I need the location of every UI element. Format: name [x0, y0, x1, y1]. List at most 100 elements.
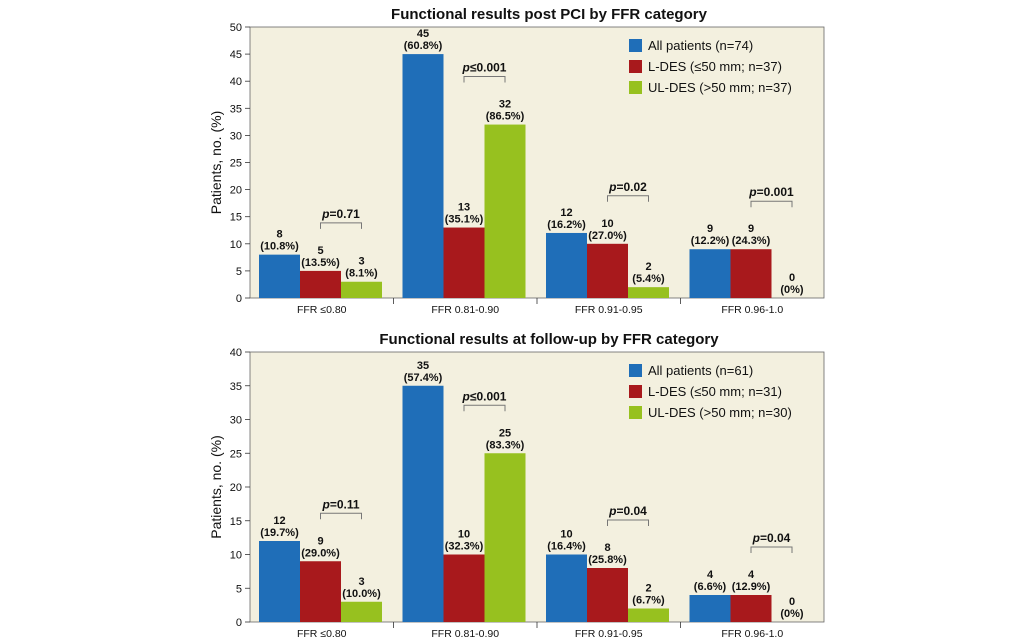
legend-swatch-2	[629, 385, 642, 398]
y-tick-label: 20	[230, 482, 242, 494]
legend-label-2: L-DES (≤50 mm; n=37)	[648, 59, 782, 74]
y-tick-label: 10	[230, 550, 242, 562]
bar-1-2	[402, 385, 444, 622]
data-label-line: (12.9%)	[732, 581, 771, 593]
data-label-line: 0	[789, 272, 795, 284]
chart-panel-1: Functional results post PCI by FFR categ…	[208, 6, 825, 316]
x-category-label: FFR 0.91-0.95	[575, 628, 643, 640]
data-label-line: 12	[273, 515, 285, 527]
data-label: 8 (25.8%)	[588, 542, 627, 566]
p-value-italic: p	[321, 497, 329, 511]
y-tick-label: 25	[230, 448, 242, 460]
legend-swatch-3	[629, 81, 642, 94]
p-value-label: p=0.11	[321, 497, 359, 511]
y-tick-label: 35	[230, 103, 242, 115]
bar-3-1	[341, 601, 382, 622]
p-value-label: p≤0.001	[462, 61, 507, 75]
p-value-italic: p	[321, 207, 329, 221]
bar-2-4	[730, 595, 772, 622]
data-label-line: 25	[499, 427, 511, 439]
y-tick-label: 10	[230, 239, 242, 251]
data-label-line: 10	[601, 218, 613, 230]
x-category-label: FFR 0.91-0.95	[575, 304, 643, 316]
p-value-rest: ≤0.001	[470, 61, 507, 75]
data-label: 13 (35.1%)	[445, 202, 484, 226]
data-label-line: 10	[458, 529, 470, 541]
data-label-line: 3	[358, 576, 364, 588]
y-tick-label: 5	[236, 266, 242, 278]
legend-swatch-2	[629, 60, 642, 73]
legend-label-1: All patients (n=74)	[648, 38, 753, 53]
p-value-italic: p	[462, 61, 470, 75]
data-label-line: (60.8%)	[404, 40, 443, 52]
legend-swatch-3	[629, 406, 642, 419]
bar-3-2	[484, 453, 526, 622]
data-label-line: (5.4%)	[632, 273, 665, 285]
data-label: 9 (12.2%)	[691, 223, 730, 247]
y-tick-label: 35	[230, 381, 242, 393]
data-label-line: (0%)	[780, 284, 804, 296]
data-label-line: 3	[358, 256, 364, 268]
p-value-italic: p	[462, 389, 470, 403]
data-label: 12 (19.7%)	[260, 515, 299, 539]
data-label-line: (0%)	[780, 608, 804, 620]
chart-title: Functional results post PCI by FFR categ…	[391, 6, 708, 23]
data-label-line: 9	[707, 223, 713, 235]
bar-1-4	[689, 595, 731, 622]
bar-1-1	[259, 541, 300, 622]
p-value-rest: ≤0.001	[470, 389, 507, 403]
data-label-line: 5	[317, 245, 323, 257]
data-label-line: (35.1%)	[445, 214, 484, 226]
bar-2-1	[300, 270, 341, 298]
bar-1-4	[689, 249, 731, 298]
data-label-line: (6.7%)	[632, 595, 665, 607]
bar-2-1	[300, 561, 341, 622]
data-label: 10 (16.4%)	[547, 529, 586, 553]
data-label: 0 (0%)	[780, 596, 804, 620]
data-label-line: 2	[645, 583, 651, 595]
p-value-label: p≤0.001	[462, 389, 507, 403]
data-label-line: 32	[499, 99, 511, 111]
data-label-line: (10.8%)	[260, 241, 299, 253]
legend-swatch-1	[629, 39, 642, 52]
data-label: 4 (6.6%)	[694, 569, 727, 593]
data-label-line: (86.5%)	[486, 111, 525, 123]
p-value-bracket	[607, 195, 649, 202]
data-label: 9 (24.3%)	[732, 223, 771, 247]
bar-1-3	[546, 554, 587, 622]
legend-label-1: All patients (n=61)	[648, 363, 753, 378]
p-value-italic: p	[748, 185, 756, 199]
data-label-line: (57.4%)	[404, 372, 443, 384]
y-tick-label: 50	[230, 22, 242, 34]
p-value-bracket	[463, 404, 506, 412]
x-category-label: FFR ≤0.80	[297, 304, 347, 316]
data-label-line: 4	[707, 569, 714, 581]
p-value-label: p=0.02	[608, 180, 647, 194]
data-label-line: (10.0%)	[342, 588, 381, 600]
data-label: 12 (16.2%)	[547, 207, 586, 231]
data-label-line: 9	[317, 535, 323, 547]
p-value-italic: p	[608, 180, 616, 194]
p-value-bracket	[750, 546, 793, 553]
data-label: 10 (27.0%)	[588, 218, 627, 242]
y-tick-label: 40	[230, 76, 242, 88]
y-tick-label: 15	[230, 212, 242, 224]
legend-label-2: L-DES (≤50 mm; n=31)	[648, 384, 782, 399]
y-tick-label: 30	[230, 130, 242, 142]
p-value-rest: =0.001	[757, 185, 794, 199]
legend-label-3: UL-DES (>50 mm; n=37)	[648, 80, 792, 95]
data-label-line: 2	[645, 261, 651, 273]
x-category-label: FFR 0.96-1.0	[721, 304, 783, 316]
data-label: 4 (12.9%)	[732, 569, 771, 593]
data-label: 3 (8.1%)	[345, 256, 378, 280]
p-value-label: p=0.71	[321, 207, 360, 221]
data-label: 0 (0%)	[780, 272, 804, 296]
p-value-rest: =0.04	[760, 531, 791, 545]
data-label-line: (24.3%)	[732, 235, 771, 247]
p-value-label: p=0.04	[752, 531, 791, 545]
data-label-line: 12	[560, 207, 572, 219]
legend-swatch-1	[629, 364, 642, 377]
x-category-label: FFR 0.96-1.0	[721, 628, 783, 640]
y-axis-title: Patients, no. (%)	[208, 435, 224, 539]
